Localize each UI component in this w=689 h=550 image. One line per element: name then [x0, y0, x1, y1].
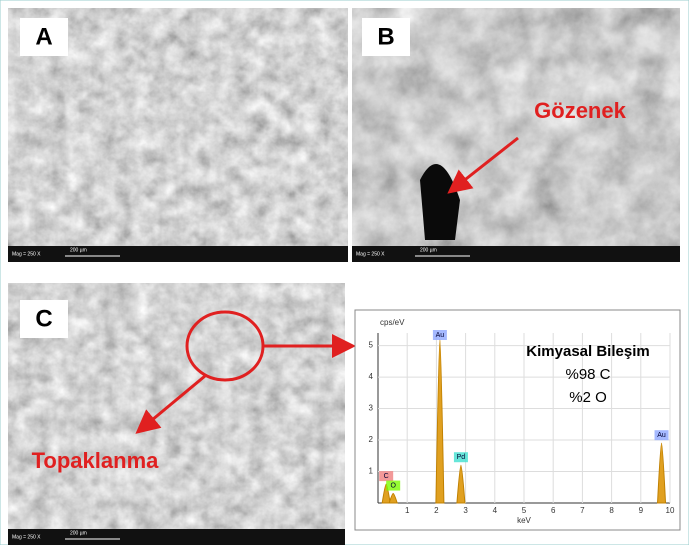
info-text: Mag = 250 X	[12, 251, 41, 257]
y-tick-label: 5	[369, 341, 374, 350]
peak-label: O	[390, 482, 396, 489]
y-tick-label: 3	[369, 404, 374, 413]
x-tick-label: 2	[434, 506, 439, 515]
figure: Mag = 250 X 200 µm A Mag = 250 X 200 µm …	[0, 0, 689, 545]
scale-text: 200 µm	[70, 247, 87, 253]
peak-label: C	[384, 473, 389, 480]
x-label: keV	[517, 516, 531, 525]
x-tick-label: 3	[463, 506, 468, 515]
y-label: cps/eV	[380, 318, 405, 327]
legend-line: %98 C	[565, 366, 610, 383]
annotation: Gözenek	[534, 98, 626, 123]
legend-title: Kimyasal Bileşim	[526, 343, 649, 360]
x-tick-label: 10	[666, 506, 675, 515]
info-bar	[8, 529, 345, 545]
x-tick-label: 6	[551, 506, 556, 515]
y-tick-label: 2	[369, 435, 374, 444]
y-tick-label: 1	[369, 467, 374, 476]
panel-label: A	[35, 23, 52, 50]
info-bar	[8, 246, 348, 262]
y-tick-label: 4	[369, 372, 374, 381]
peak-label: Au	[436, 332, 445, 339]
info-text: Mag = 250 X	[356, 251, 385, 257]
info-bar	[352, 246, 680, 262]
x-tick-label: 9	[639, 506, 644, 515]
scale-text: 200 µm	[70, 530, 87, 536]
info-text: Mag = 250 X	[12, 534, 41, 540]
panel-label: C	[35, 305, 52, 332]
scale-text: 200 µm	[420, 247, 437, 253]
x-tick-label: 5	[522, 506, 527, 515]
x-tick-label: 7	[580, 506, 585, 515]
peak-label: Pd	[457, 454, 466, 461]
x-tick-label: 8	[609, 506, 614, 515]
panel-label: B	[377, 23, 394, 50]
annotation: Topaklanma	[32, 448, 160, 473]
x-tick-label: 1	[405, 506, 410, 515]
legend-line: %2 O	[569, 389, 607, 406]
peak-label: Au	[657, 432, 666, 439]
x-tick-label: 4	[493, 506, 498, 515]
